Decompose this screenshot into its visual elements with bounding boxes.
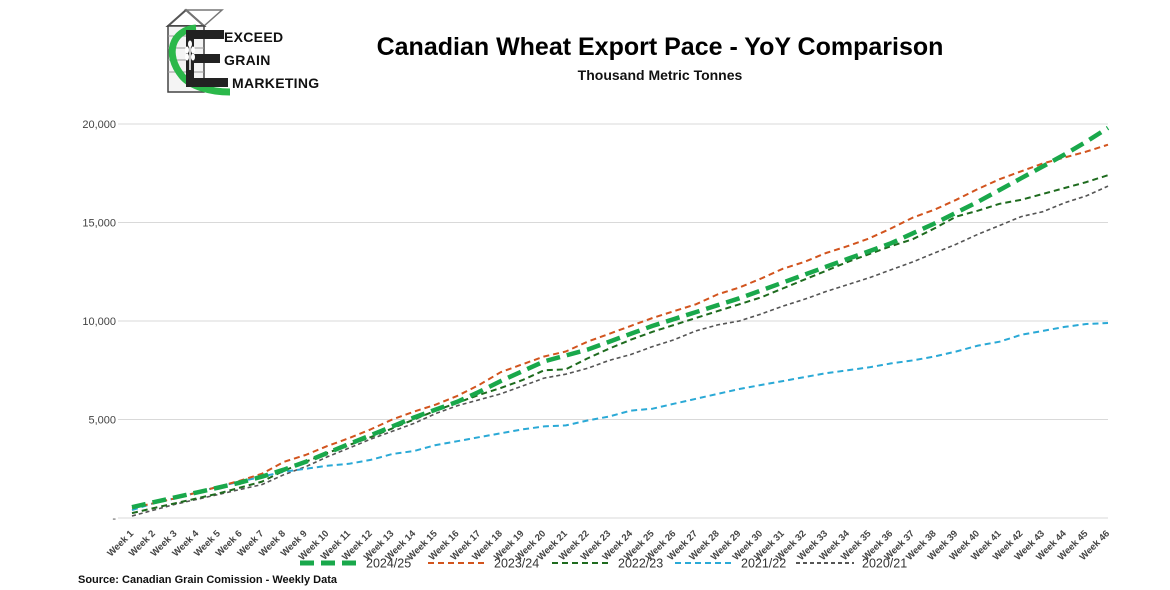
logo-line-1: EXCEED [224,29,284,45]
y-tick-label: - [112,513,116,525]
y-tick-label: 10,000 [82,316,116,328]
legend-label: 2022/23 [618,557,663,571]
series-line-2024-25 [131,126,1110,510]
chart-subtitle: Thousand Metric Tonnes [577,67,743,83]
series-line-2021-22 [131,322,1109,512]
legend-label: 2021/22 [741,557,786,571]
series-line-2020-21 [131,185,1109,517]
logo-line-2: GRAIN [224,52,271,68]
y-tick-label: 5,000 [88,415,116,427]
y-tick-label: 15,000 [82,218,116,230]
legend-label: 2023/24 [494,557,539,571]
logo-line-3: MARKETING [232,75,320,91]
grain-silo-logo-icon [165,8,231,96]
series-line-2022-23 [131,174,1109,515]
legend-label: 2020/21 [862,557,907,571]
exceed-grain-marketing-logo: EXCEED GRAIN MARKETING [160,6,320,96]
series-line-2023-24 [131,143,1109,510]
y-tick-label: 20,000 [82,119,116,131]
series-lines [131,126,1110,517]
source-note: Source: Canadian Grain Comission - Weekl… [78,574,337,586]
legend: 2024/25 2023/24 2022/23 2021/22 2020/21 [300,557,907,571]
legend-label: 2024/25 [366,557,411,571]
grid-lines [118,123,1108,519]
chart-title: Canadian Wheat Export Pace - YoY Compari… [376,33,944,61]
y-axis-ticks: - 5,000 10,000 15,000 20,000 [82,119,116,525]
